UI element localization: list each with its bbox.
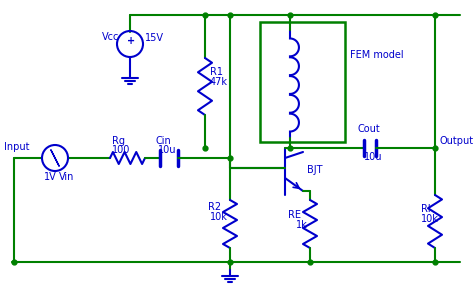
Text: 10u: 10u bbox=[158, 145, 176, 155]
Text: Vcc: Vcc bbox=[102, 32, 119, 42]
Bar bbox=[260, 22, 345, 142]
Text: 100: 100 bbox=[112, 145, 130, 155]
Text: RE: RE bbox=[288, 210, 301, 220]
Text: 15V: 15V bbox=[145, 33, 164, 43]
Text: +: + bbox=[127, 36, 135, 46]
Text: R1: R1 bbox=[210, 67, 223, 77]
Text: FEM model: FEM model bbox=[350, 50, 404, 60]
Text: Input: Input bbox=[4, 142, 29, 152]
Text: Cout: Cout bbox=[358, 124, 381, 134]
Text: 10k: 10k bbox=[421, 214, 439, 224]
Text: Vin: Vin bbox=[59, 172, 74, 182]
Text: 10u: 10u bbox=[364, 152, 383, 162]
Text: 1V: 1V bbox=[44, 172, 57, 182]
Text: Output: Output bbox=[440, 136, 474, 146]
Text: 10k: 10k bbox=[210, 212, 228, 222]
Text: 47k: 47k bbox=[210, 77, 228, 87]
Text: BJT: BJT bbox=[307, 165, 322, 175]
Text: 1k: 1k bbox=[296, 220, 308, 230]
Text: Rg: Rg bbox=[112, 136, 125, 146]
Text: Rl: Rl bbox=[421, 204, 430, 214]
Text: Cin: Cin bbox=[156, 136, 172, 146]
Text: R2: R2 bbox=[208, 202, 221, 212]
